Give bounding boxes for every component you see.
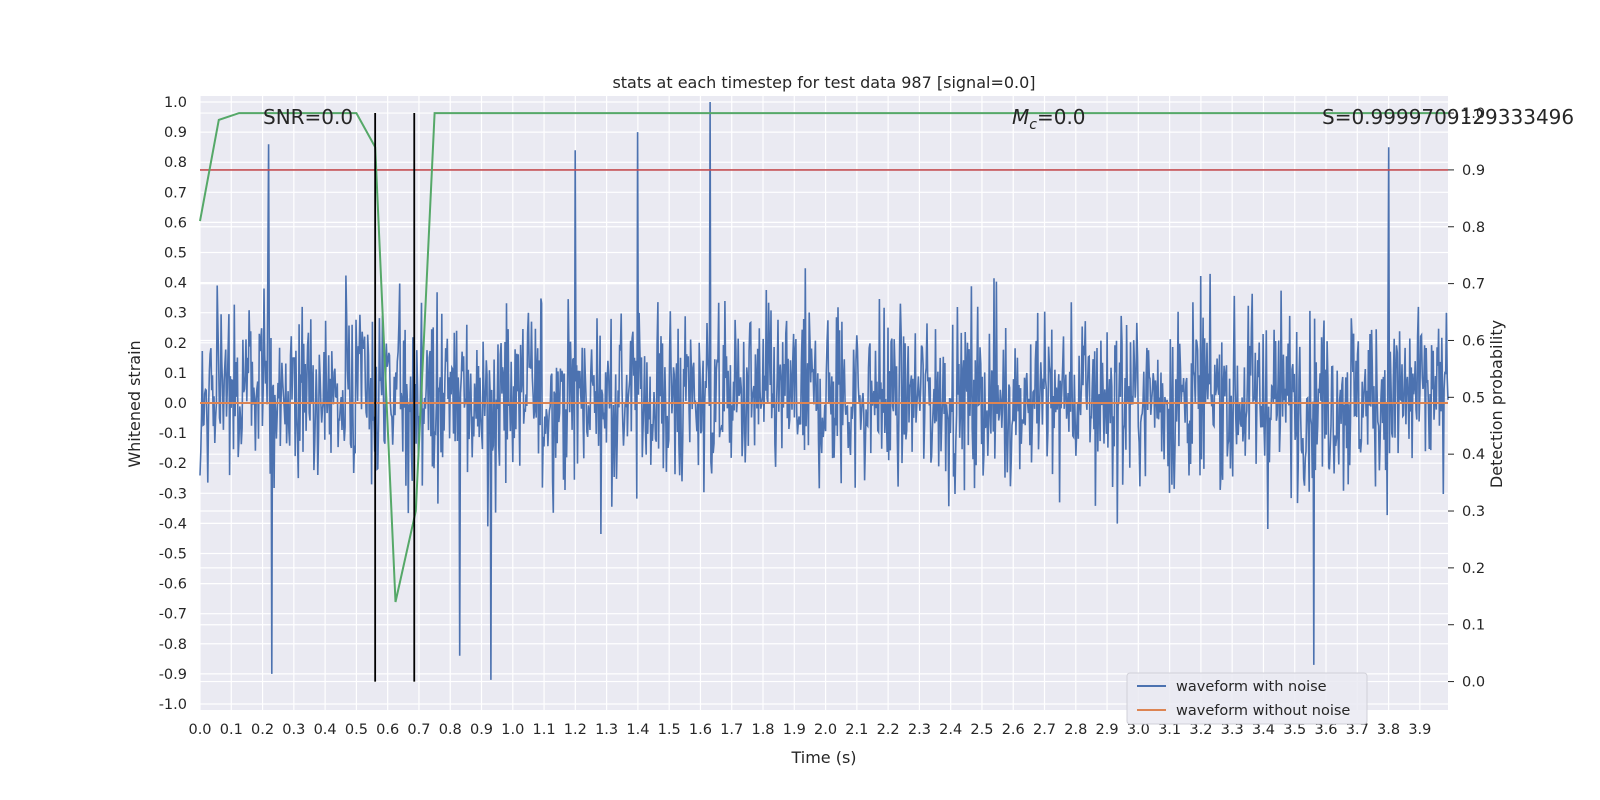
y-tick-label-1: 0.9 bbox=[164, 125, 187, 141]
x-tick-label-25: 2.5 bbox=[970, 722, 993, 738]
x-axis-ticks: 0.0 0.1 0.2 0.3 0.4 0.5 0.6 0.7 0.8 0.9 1.0 1.1 1.2 1… bbox=[188, 722, 1431, 738]
x-tick-label-3: 0.3 bbox=[282, 722, 305, 738]
x-tick-label-36: 3.6 bbox=[1314, 722, 1337, 738]
y-tick-label-2: 0.8 bbox=[164, 155, 187, 171]
x-tick-label-4: 0.4 bbox=[314, 722, 337, 738]
y-tick-label-6: 0.4 bbox=[164, 276, 187, 292]
mc-subscript: c bbox=[1029, 117, 1037, 133]
x-tick-label-28: 2.8 bbox=[1064, 722, 1087, 738]
legend-box bbox=[1126, 672, 1368, 725]
snr-annotation: SNR=0.0 bbox=[263, 105, 353, 129]
y-tick-label-16: -0.6 bbox=[159, 577, 187, 593]
chart-title: stats at each timestep for test data 987… bbox=[612, 73, 1035, 92]
y-tick-label-0: 1.0 bbox=[164, 95, 187, 111]
x-tick-label-26: 2.6 bbox=[1002, 722, 1025, 738]
x-axis-label: Time (s) bbox=[790, 748, 856, 767]
x-tick-label-35: 3.5 bbox=[1283, 722, 1306, 738]
y-axis-label: Whitened strain bbox=[125, 340, 144, 467]
y2-tick-label-4: 0.6 bbox=[1462, 333, 1485, 349]
y-tick-label-20: -1.0 bbox=[159, 697, 187, 713]
y2-tick-label-8: 0.2 bbox=[1462, 561, 1485, 577]
x-tick-label-30: 3.0 bbox=[1127, 722, 1150, 738]
y-tick-label-9: 0.1 bbox=[164, 366, 187, 382]
x-tick-label-0: 0.0 bbox=[188, 722, 211, 738]
y-tick-label-17: -0.7 bbox=[159, 607, 187, 623]
mc-value: =0.0 bbox=[1037, 105, 1086, 129]
y-tick-label-5: 0.5 bbox=[164, 246, 187, 262]
y-tick-label-13: -0.3 bbox=[159, 486, 187, 502]
x-tick-label-34: 3.4 bbox=[1252, 722, 1275, 738]
x-tick-label-1: 0.1 bbox=[220, 722, 243, 738]
x-tick-label-13: 1.3 bbox=[595, 722, 618, 738]
mc-annotation: Mc=0.0 bbox=[1012, 105, 1086, 133]
y-tick-label-18: -0.8 bbox=[159, 637, 187, 653]
y2-tick-label-2: 0.8 bbox=[1462, 220, 1485, 236]
x-tick-label-32: 3.2 bbox=[1189, 722, 1212, 738]
x-tick-label-9: 0.9 bbox=[470, 722, 493, 738]
x-tick-label-6: 0.6 bbox=[376, 722, 399, 738]
legend: waveform with noise waveform without noi… bbox=[1126, 672, 1368, 725]
x-tick-label-27: 2.7 bbox=[1033, 722, 1056, 738]
x-tick-label-21: 2.1 bbox=[845, 722, 868, 738]
x-tick-label-12: 1.2 bbox=[564, 722, 587, 738]
y2-tick-label-0: 1.0 bbox=[1462, 106, 1485, 122]
y2-tick-label-3: 0.7 bbox=[1462, 277, 1485, 293]
y-tick-label-4: 0.6 bbox=[164, 215, 187, 231]
x-tick-label-5: 0.5 bbox=[345, 722, 368, 738]
x-tick-label-22: 2.2 bbox=[877, 722, 900, 738]
y-tick-label-7: 0.3 bbox=[164, 306, 187, 322]
y2-axis-ticks: 1.0 0.9 0.8 0.7 0.6 0.5 0.4 0.3 0.2 0.1 0.0 bbox=[1448, 106, 1485, 691]
x-tick-label-14: 1.4 bbox=[626, 722, 649, 738]
y2-tick-label-7: 0.3 bbox=[1462, 504, 1485, 520]
x-tick-label-29: 2.9 bbox=[1096, 722, 1119, 738]
y-tick-label-12: -0.2 bbox=[159, 456, 187, 472]
x-tick-label-19: 1.9 bbox=[783, 722, 806, 738]
x-tick-label-20: 2.0 bbox=[814, 722, 837, 738]
y-tick-label-3: 0.7 bbox=[164, 185, 187, 201]
x-tick-label-10: 1.0 bbox=[501, 722, 524, 738]
series-waveform-with-noise bbox=[199, 101, 1449, 680]
y-tick-label-11: -0.1 bbox=[159, 426, 187, 442]
x-tick-label-38: 3.8 bbox=[1377, 722, 1400, 738]
x-tick-label-31: 3.1 bbox=[1158, 722, 1181, 738]
x-tick-label-17: 1.7 bbox=[720, 722, 743, 738]
y-tick-label-19: -0.9 bbox=[159, 667, 187, 683]
legend-label-clean: waveform without noise bbox=[1176, 703, 1350, 719]
y2-tick-label-1: 0.9 bbox=[1462, 163, 1485, 179]
y2-tick-label-10: 0.0 bbox=[1462, 675, 1485, 691]
y-tick-label-14: -0.4 bbox=[159, 516, 187, 532]
s-annotation: S=0.9999709129333496 bbox=[1322, 105, 1574, 129]
y-tick-label-10: 0.0 bbox=[164, 396, 187, 412]
overlays bbox=[199, 112, 1448, 682]
x-tick-label-15: 1.5 bbox=[658, 722, 681, 738]
y2-tick-label-9: 0.1 bbox=[1462, 618, 1485, 634]
y-tick-label-15: -0.5 bbox=[159, 546, 187, 562]
x-tick-label-24: 2.4 bbox=[939, 722, 962, 738]
x-tick-label-37: 3.7 bbox=[1346, 722, 1369, 738]
y2-axis-label: Detection probability bbox=[1487, 320, 1506, 488]
x-tick-label-11: 1.1 bbox=[533, 722, 556, 738]
x-tick-label-7: 0.7 bbox=[407, 722, 430, 738]
x-tick-label-33: 3.3 bbox=[1221, 722, 1244, 738]
x-tick-label-18: 1.8 bbox=[751, 722, 774, 738]
y2-tick-label-6: 0.4 bbox=[1462, 447, 1485, 463]
legend-label-noise: waveform with noise bbox=[1176, 679, 1327, 695]
x-tick-label-16: 1.6 bbox=[689, 722, 712, 738]
y2-tick-label-5: 0.5 bbox=[1462, 390, 1485, 406]
x-tick-label-39: 3.9 bbox=[1408, 722, 1431, 738]
y-tick-label-8: 0.2 bbox=[164, 336, 187, 352]
y-axis-ticks: 1.0 0.9 0.8 0.7 0.6 0.5 0.4 0.3 0.2 0.1 0.0 -0.1 -0.… bbox=[159, 95, 187, 713]
waveform-with-noise-line bbox=[199, 101, 1449, 680]
mc-symbol: M bbox=[1012, 105, 1029, 129]
x-tick-label-2: 0.2 bbox=[251, 722, 274, 738]
x-tick-label-8: 0.8 bbox=[439, 722, 462, 738]
x-tick-label-23: 2.3 bbox=[908, 722, 931, 738]
